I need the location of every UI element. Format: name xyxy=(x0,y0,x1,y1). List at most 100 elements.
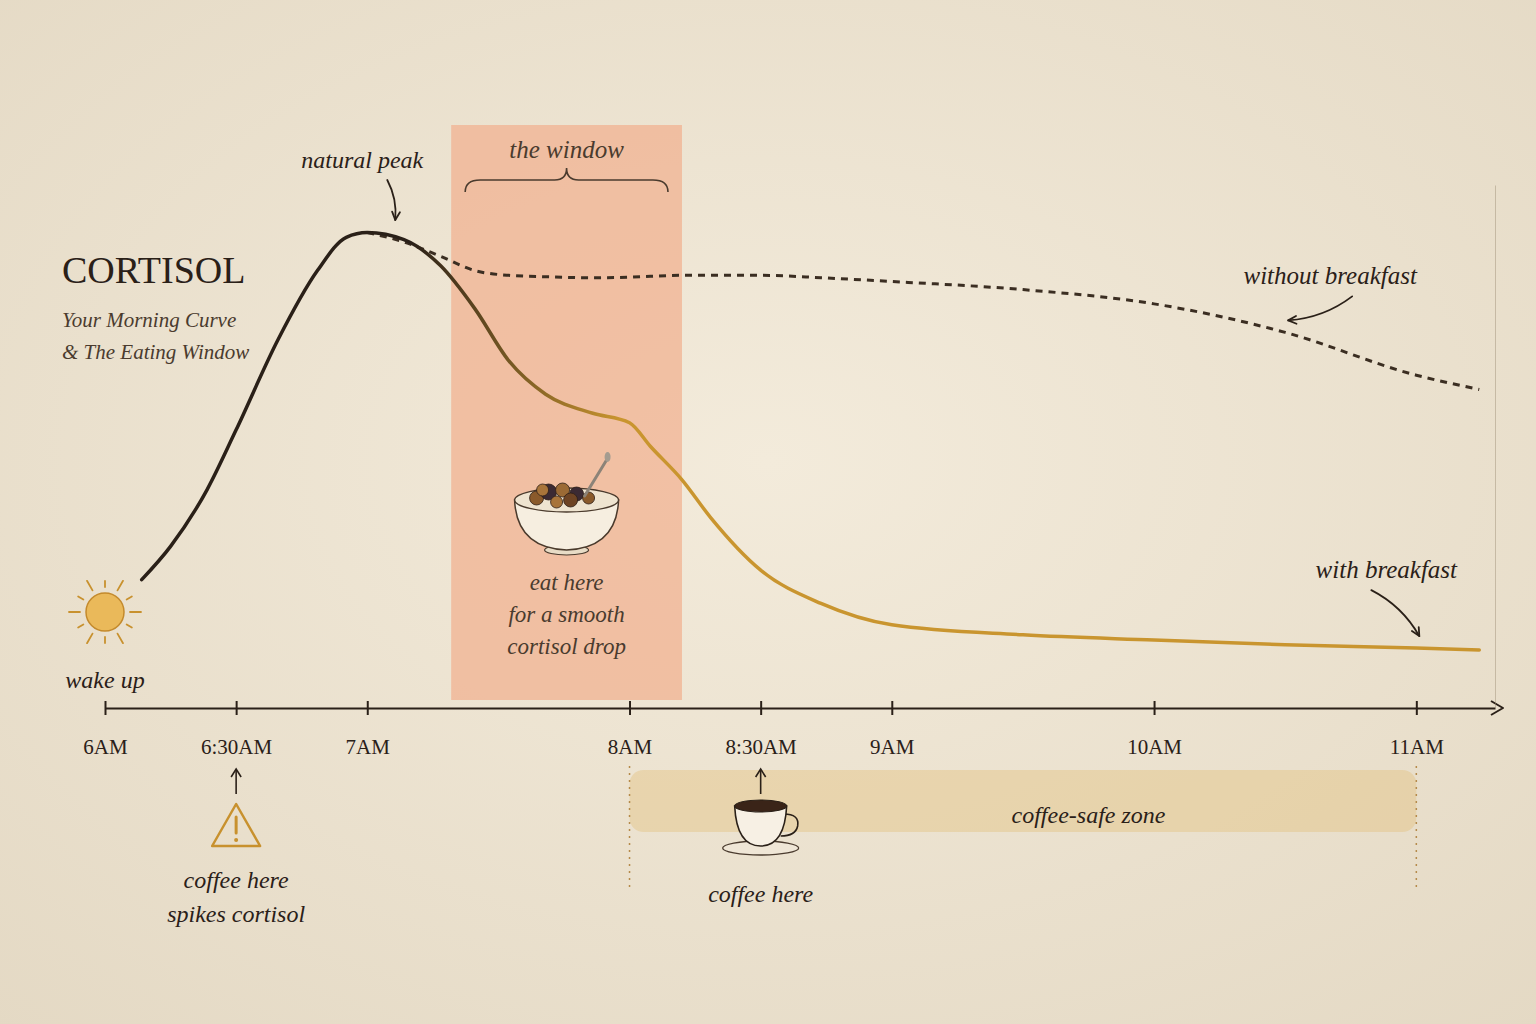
cereal xyxy=(564,493,578,507)
x-tick-label: 8:30AM xyxy=(726,735,798,759)
title-line: CORTISOL xyxy=(62,249,246,291)
sun-icon xyxy=(69,581,141,643)
series-label-arrow-head xyxy=(1288,316,1296,324)
window-note-line: for a smooth xyxy=(508,602,624,627)
series-line xyxy=(367,233,1479,390)
x-tick: 9AM xyxy=(870,701,915,759)
coffee-ok-label: coffee here xyxy=(708,881,813,907)
sun-ray xyxy=(104,637,106,643)
safe-zone-label-line: coffee-safe zone xyxy=(1012,802,1166,828)
x-tick: 8AM xyxy=(608,701,653,759)
x-tick: 6AM xyxy=(83,701,128,759)
annotations: CORTISOL Your Morning Curve & The Eating W… xyxy=(62,136,1458,927)
subtitle: Your Morning Curve & The Eating Window xyxy=(62,308,249,364)
coffee-surface xyxy=(735,800,787,812)
plot-lines xyxy=(142,233,1480,650)
coffee-warning-label-line: coffee here xyxy=(184,867,289,893)
sun-ray xyxy=(69,611,80,613)
cereal xyxy=(537,484,549,496)
warning-arrow-shaft xyxy=(235,770,237,794)
sun-ray xyxy=(118,581,124,591)
subtitle-line: Your Morning Curve xyxy=(62,308,236,332)
window-label-line: the window xyxy=(509,136,624,163)
x-tick-label: 6AM xyxy=(83,735,128,759)
peak-label-line: natural peak xyxy=(301,147,423,173)
sun-ray xyxy=(78,625,83,628)
subtitle-line: & The Eating Window xyxy=(62,340,249,364)
window-note: eat here for a smooth cortisol drop xyxy=(507,570,626,659)
x-tick: 8:30AM xyxy=(726,701,798,759)
warning-arrow-head xyxy=(231,769,241,777)
series-label-arrow xyxy=(1371,590,1419,636)
x-tick-mark xyxy=(1154,701,1156,715)
sun-ray xyxy=(127,625,132,628)
coffee-arrow-head xyxy=(756,769,766,777)
eating-window xyxy=(451,125,682,700)
warning-arrow xyxy=(231,769,241,794)
coffee-ok-label-line: coffee here xyxy=(708,881,813,907)
x-axis-arrowhead xyxy=(1491,701,1503,715)
x-tick: 7AM xyxy=(346,701,391,759)
series-label-arrow-head xyxy=(1412,627,1419,636)
warning-dot xyxy=(234,838,238,842)
x-tick-mark xyxy=(891,701,893,715)
wake-up-label: wake up xyxy=(65,667,144,693)
sun-ray xyxy=(130,611,141,613)
window-note-line: cortisol drop xyxy=(507,634,626,659)
backdrop xyxy=(451,125,1416,888)
coffee-warning-label: coffee here spikes cortisol xyxy=(167,867,305,927)
wake-up-label-line: wake up xyxy=(65,667,144,693)
x-tick-label: 6:30AM xyxy=(201,735,273,759)
cereal xyxy=(551,496,563,508)
sun-ray xyxy=(87,581,93,591)
window-note-line: eat here xyxy=(530,570,604,595)
series-label-arrow xyxy=(1288,296,1352,320)
x-tick-mark xyxy=(629,701,631,715)
peak-arrow xyxy=(387,180,395,220)
x-tick-mark xyxy=(760,701,762,715)
title: CORTISOL xyxy=(62,249,246,291)
x-tick-label: 9AM xyxy=(870,735,915,759)
chart: 6AM6:30AM7AM8AM8:30AM9AM10AM11AMCORTISOL… xyxy=(0,0,1536,1024)
sun-ray xyxy=(118,634,124,644)
x-tick-label: 11AM xyxy=(1390,735,1444,759)
series-line xyxy=(142,233,1480,650)
sun-ray xyxy=(87,634,93,644)
x-tick-mark xyxy=(236,701,238,715)
x-tick-label: 8AM xyxy=(608,735,653,759)
series-label-line: without breakfast xyxy=(1243,262,1417,289)
x-tick-mark xyxy=(367,701,369,715)
warning-icon xyxy=(212,804,260,846)
background xyxy=(0,0,1536,1024)
x-axis: 6AM 6:30AM 7AM 8AM 8:30AM 9AM 10AM 11AM xyxy=(83,701,1495,759)
coffee-arrow-shaft xyxy=(760,770,762,794)
series-label: with breakfast xyxy=(1316,556,1458,583)
window-brace xyxy=(465,168,668,192)
coffee-warning-label-line: spikes cortisol xyxy=(167,901,305,927)
warning-triangle xyxy=(212,804,260,846)
window-label: the window xyxy=(509,136,624,163)
x-tick-label: 10AM xyxy=(1127,735,1182,759)
peak-arrow-head xyxy=(392,212,400,220)
spoon xyxy=(585,460,607,496)
y-axis-line xyxy=(1495,186,1496,709)
x-tick-mark xyxy=(105,701,107,715)
x-axis-line xyxy=(106,708,1496,710)
coffee-arrow xyxy=(756,769,766,794)
x-tick: 6:30AM xyxy=(201,701,273,759)
x-tick: 11AM xyxy=(1390,701,1444,759)
zone-edge xyxy=(629,766,631,888)
x-tick: 10AM xyxy=(1127,701,1182,759)
bowl-icon xyxy=(515,452,619,555)
x-tick-mark xyxy=(1416,701,1418,715)
warning-bar xyxy=(235,817,238,833)
peak-label: natural peak xyxy=(301,147,423,173)
sun-ray xyxy=(104,581,106,587)
y-axis xyxy=(1495,186,1496,709)
spoon-end xyxy=(605,452,611,462)
sun-ray xyxy=(78,597,83,600)
safe-zone-label: coffee-safe zone xyxy=(1012,802,1166,828)
series-label-line: with breakfast xyxy=(1316,556,1458,583)
zone-edge xyxy=(1416,766,1418,888)
cup-icon xyxy=(723,800,799,855)
